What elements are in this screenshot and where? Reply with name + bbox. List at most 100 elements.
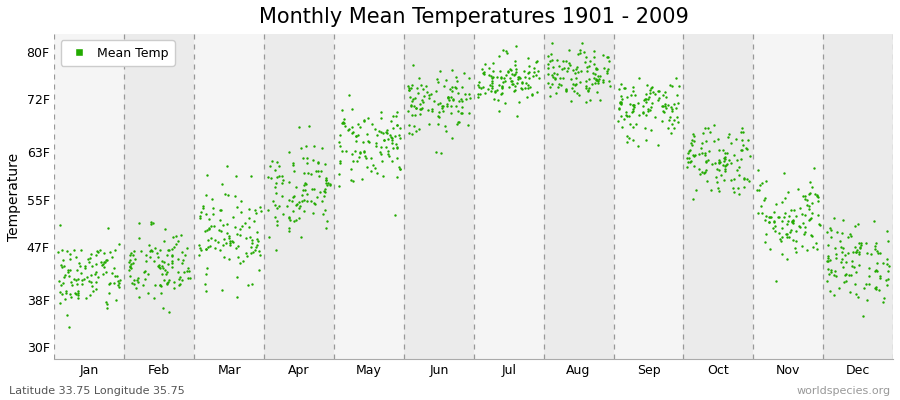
Point	[813, 221, 827, 228]
Point	[433, 99, 447, 106]
Point	[462, 75, 476, 82]
Point	[485, 74, 500, 81]
Point	[775, 218, 789, 224]
Point	[250, 229, 265, 235]
Point	[361, 138, 375, 144]
Point	[300, 190, 314, 197]
Point	[199, 211, 213, 217]
Point	[459, 96, 473, 102]
Point	[824, 268, 838, 275]
Point	[353, 148, 367, 155]
Point	[769, 200, 783, 207]
Point	[199, 192, 213, 198]
Point	[640, 82, 654, 88]
Point	[407, 103, 421, 110]
Point	[787, 206, 801, 213]
Point	[508, 62, 522, 68]
Point	[52, 278, 67, 284]
Point	[319, 176, 333, 183]
Point	[318, 206, 332, 213]
Point	[701, 157, 716, 164]
Point	[157, 237, 171, 244]
Point	[558, 86, 572, 92]
Point	[625, 108, 639, 115]
Point	[264, 175, 278, 181]
Point	[591, 78, 606, 84]
Point	[670, 114, 684, 120]
Point	[64, 279, 78, 285]
Point	[360, 164, 374, 170]
Point	[101, 225, 115, 232]
Point	[385, 140, 400, 146]
Point	[824, 234, 839, 240]
Text: worldspecies.org: worldspecies.org	[796, 386, 891, 396]
Point	[656, 108, 670, 114]
Point	[283, 214, 297, 220]
Point	[660, 94, 674, 100]
Point	[736, 176, 751, 182]
Point	[492, 82, 507, 88]
Point	[684, 140, 698, 147]
Point	[389, 140, 403, 147]
Point	[596, 79, 610, 86]
Point	[154, 283, 168, 289]
Point	[824, 225, 838, 231]
Point	[638, 96, 652, 102]
Point	[671, 83, 686, 90]
Point	[519, 80, 534, 86]
Point	[710, 136, 724, 142]
Point	[881, 276, 896, 282]
Point	[590, 66, 604, 72]
Point	[759, 231, 773, 238]
Point	[127, 280, 141, 287]
Point	[717, 158, 732, 164]
Point	[586, 70, 600, 76]
Point	[623, 100, 637, 107]
Point	[270, 158, 284, 165]
Point	[791, 186, 806, 192]
Point	[445, 135, 459, 141]
Point	[276, 177, 291, 183]
Point	[850, 246, 864, 253]
Point	[95, 270, 110, 277]
Point	[192, 242, 206, 248]
Point	[849, 269, 863, 275]
Point	[783, 229, 797, 235]
Point	[86, 288, 101, 294]
Point	[244, 244, 258, 250]
Point	[444, 110, 458, 116]
Point	[707, 138, 722, 144]
Point	[249, 244, 264, 250]
Point	[390, 109, 404, 116]
Point	[704, 186, 718, 193]
Point	[62, 256, 77, 262]
Point	[806, 232, 820, 239]
Point	[357, 153, 372, 159]
Point	[376, 137, 391, 143]
Point	[574, 40, 589, 46]
Point	[317, 193, 331, 199]
Point	[849, 249, 863, 255]
Point	[730, 157, 744, 163]
Point	[69, 291, 84, 298]
Point	[482, 82, 497, 88]
Point	[425, 108, 439, 114]
Point	[147, 294, 161, 301]
Point	[805, 200, 819, 206]
Point	[495, 84, 509, 90]
Point	[692, 166, 706, 173]
Point	[430, 100, 445, 107]
Point	[622, 113, 636, 119]
Point	[361, 115, 375, 122]
Point	[862, 272, 877, 279]
Point	[150, 250, 165, 257]
Point	[680, 155, 695, 162]
Point	[712, 188, 726, 194]
Point	[208, 236, 222, 243]
Point	[656, 103, 670, 109]
Point	[853, 245, 868, 251]
Point	[374, 108, 389, 115]
Point	[821, 242, 835, 248]
Point	[786, 220, 800, 227]
Point	[434, 150, 448, 156]
